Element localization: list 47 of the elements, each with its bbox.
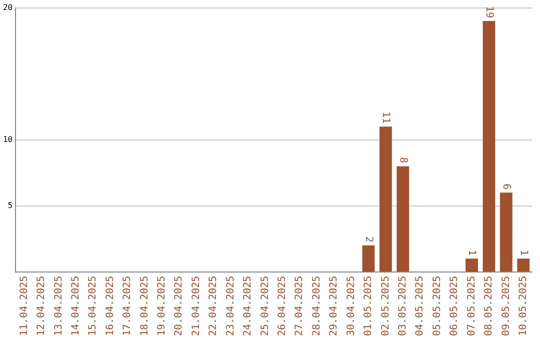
x-tick-label: 26.04.2025	[277, 276, 288, 336]
x-tick-label: 02.05.2025	[380, 276, 392, 336]
data-label: 19	[483, 6, 494, 18]
bar	[380, 126, 392, 272]
x-tick-label: 16.04.2025	[104, 276, 116, 336]
x-tick-label: 08.05.2025	[484, 276, 495, 336]
data-label: 1	[466, 250, 478, 256]
x-tick-label: 27.04.2025	[294, 276, 306, 336]
bar	[466, 258, 478, 272]
bar	[500, 192, 512, 272]
x-tick-label: 05.05.2025	[432, 276, 443, 336]
x-tick-label: 24.04.2025	[242, 276, 254, 336]
data-label: 6	[500, 184, 512, 190]
data-label: 8	[397, 157, 408, 164]
x-tick-label: 30.04.2025	[346, 276, 357, 336]
x-tick-label: 09.05.2025	[500, 276, 512, 336]
x-tick-label: 21.04.2025	[190, 276, 202, 336]
x-tick-label: 23.04.2025	[225, 276, 236, 336]
x-tick-label: 11.04.2025	[18, 276, 30, 336]
bar	[482, 21, 496, 272]
x-tick-label: 17.04.2025	[122, 276, 134, 336]
x-tick-label: 19.04.2025	[156, 276, 168, 336]
x-tick-label: 20.04.2025	[174, 276, 185, 336]
x-tick-label: 22.04.2025	[208, 276, 220, 336]
x-tick-label: 07.05.2025	[466, 276, 478, 336]
x-tick-label: 04.05.2025	[414, 276, 426, 336]
data-label: 1	[518, 250, 529, 256]
data-label: 11	[380, 112, 392, 124]
y-tick-label: 10	[2, 134, 13, 144]
data-label: 2	[362, 236, 374, 242]
x-tick-label: 01.05.2025	[363, 276, 374, 336]
bar	[396, 166, 410, 272]
x-tick-label: 06.05.2025	[449, 276, 460, 336]
x-tick-label: 15.04.2025	[88, 276, 99, 336]
x-tick-label: 29.04.2025	[328, 276, 340, 336]
bar	[517, 258, 530, 272]
x-tick-label: 18.04.2025	[139, 276, 150, 336]
x-tick-label: 28.04.2025	[311, 276, 322, 336]
x-tick-label: 14.04.2025	[70, 276, 82, 336]
x-tick-label: 03.05.2025	[398, 276, 408, 336]
x-tick-label: 10.05.2025	[518, 276, 529, 336]
y-tick-label: 5	[8, 200, 13, 210]
y-tick-label: 20	[2, 2, 13, 12]
bar	[362, 245, 375, 272]
x-tick-label: 12.04.2025	[36, 276, 48, 336]
x-tick-label: 25.04.2025	[260, 276, 271, 336]
x-tick-label: 13.04.2025	[53, 276, 64, 336]
